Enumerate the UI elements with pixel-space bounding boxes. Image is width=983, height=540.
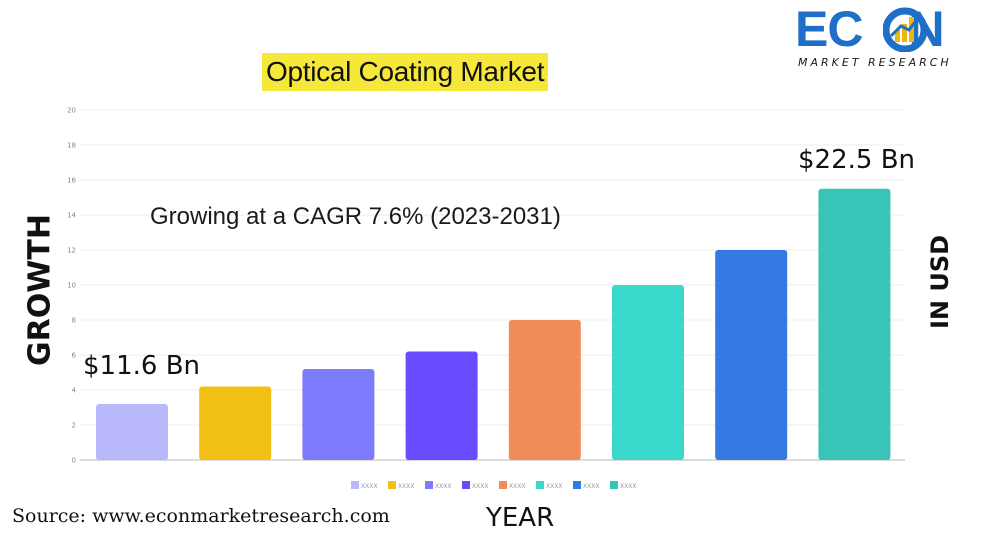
start-value-label: $11.6 Bn xyxy=(83,351,200,381)
bar-1 xyxy=(96,404,168,460)
bar-7 xyxy=(715,250,788,460)
y-tick-label: 18 xyxy=(67,142,76,150)
bar-6 xyxy=(612,285,684,460)
source-credit: Source: www.econmarketresearch.com xyxy=(12,505,390,527)
y-tick-label: 12 xyxy=(67,247,76,255)
y-tick-label: 6 xyxy=(72,352,77,360)
logo-subtitle: MARKET RESEARCH xyxy=(798,56,952,69)
legend-label: XXXX xyxy=(398,483,414,490)
y-tick-label: 16 xyxy=(67,177,76,185)
legend-swatch xyxy=(462,481,470,489)
logo-globe-icon xyxy=(883,7,927,52)
y-tick-label: 0 xyxy=(72,457,76,465)
bar-5 xyxy=(508,320,581,460)
y-tick-label: 10 xyxy=(67,282,76,290)
y-tick-label: 4 xyxy=(72,387,77,395)
legend-swatch xyxy=(425,481,433,489)
legend-swatch xyxy=(573,481,581,489)
legend-label: XXXX xyxy=(435,483,451,490)
legend-swatch xyxy=(388,481,396,489)
y-tick-label: 20 xyxy=(67,107,76,115)
bar-4 xyxy=(405,351,478,460)
bars xyxy=(96,188,891,460)
x-axis-label: YEAR xyxy=(486,503,555,533)
legend-swatch xyxy=(610,481,618,489)
legend-label: XXXX xyxy=(509,483,525,490)
chart-title-highlight: Optical Coating Market xyxy=(262,53,549,91)
legend: XXXX XXXX XXXX XXXX XXXX XXXX XXXX XXXX xyxy=(351,481,636,490)
y-tick-label: 14 xyxy=(67,212,76,220)
end-value-label: $22.5 Bn xyxy=(798,145,915,175)
legend-label: XXXX xyxy=(361,483,377,490)
y-tick-label: 2 xyxy=(72,422,76,430)
bar-3 xyxy=(302,369,375,460)
econ-logo: EC N MARKET RESEARCH xyxy=(795,4,975,74)
y-tick-labels: 0 2 4 6 8 10 12 14 16 18 20 xyxy=(67,107,76,465)
legend-swatch xyxy=(536,481,544,489)
legend-label: XXXX xyxy=(472,483,488,490)
bar-2 xyxy=(199,386,272,460)
cagr-annotation: Growing at a CAGR 7.6% (2023-2031) xyxy=(150,203,561,230)
legend-label: XXXX xyxy=(620,483,636,490)
legend-swatch xyxy=(499,481,507,489)
bar-8 xyxy=(818,188,891,460)
legend-swatch xyxy=(351,481,359,489)
y-tick-label: 8 xyxy=(72,317,76,325)
legend-label: XXXX xyxy=(546,483,562,490)
legend-label: XXXX xyxy=(583,483,599,490)
chart-title: Optical Coating Market xyxy=(266,56,545,87)
